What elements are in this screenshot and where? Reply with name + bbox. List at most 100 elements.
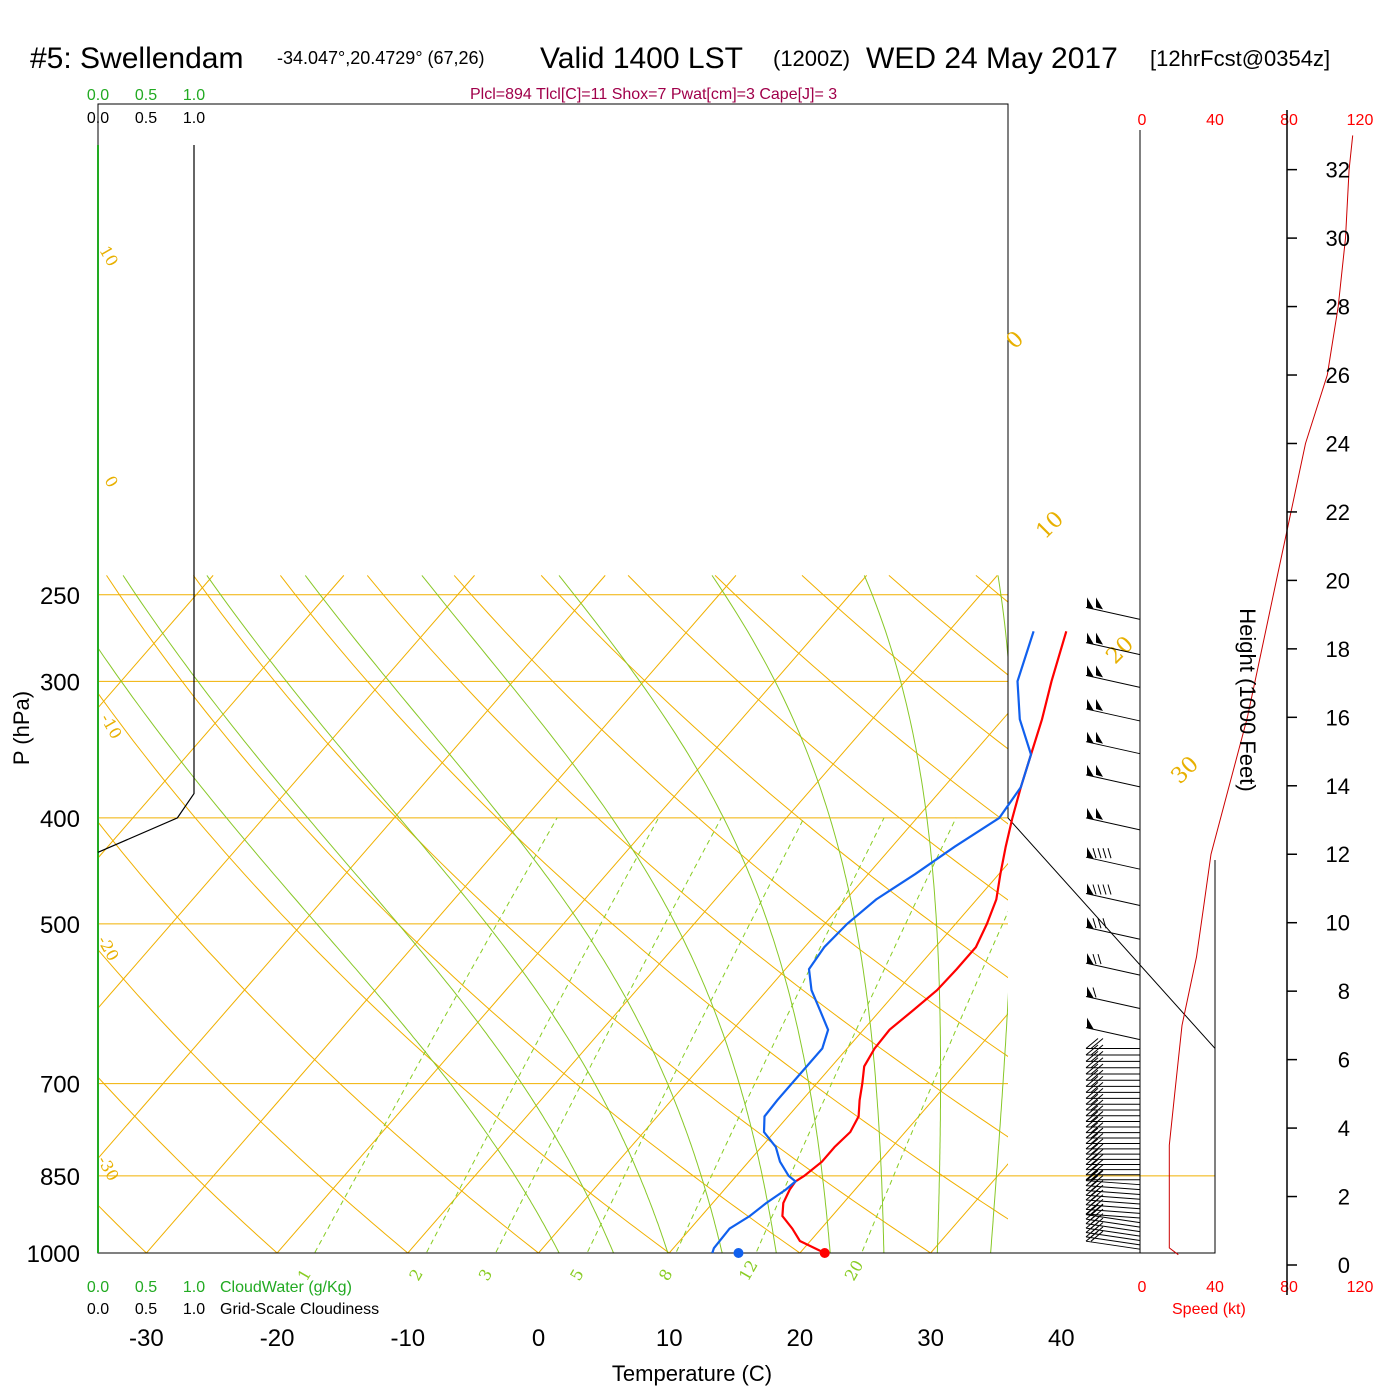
- wind-barb-flag: [1096, 698, 1103, 711]
- pressure-tick-label: 250: [40, 583, 80, 610]
- moist-adiabat-line: [988, 575, 1008, 1253]
- isotherm-line: [98, 575, 475, 1253]
- wind-barb: [1085, 1175, 1141, 1191]
- wind-barb-feather: [1085, 1175, 1099, 1186]
- wind-barb-feather: [1085, 1217, 1099, 1229]
- wind-barb-feather: [1092, 918, 1097, 929]
- wind-barb-flag: [1087, 953, 1094, 966]
- wind-barb-staff: [1085, 926, 1141, 940]
- plot-frame: [97, 103, 1216, 1254]
- mixing-ratio-line: [851, 817, 1008, 1253]
- moist-adiabat-line: [711, 575, 885, 1253]
- mixing-ratio-line: [745, 817, 957, 1253]
- stability-indices: Plcl=894 Tlcl[C]=11 Shox=7 Pwat[cm]=3 Ca…: [470, 86, 837, 103]
- wind-barb-feather: [1085, 1063, 1099, 1075]
- wind-barb-feather: [1102, 884, 1107, 895]
- pressure-tick-label: 850: [40, 1164, 80, 1191]
- cloudiness-tick-bottom: 0.0: [87, 1301, 109, 1318]
- wind-barb: [1085, 807, 1141, 831]
- plot-border: [97, 103, 1216, 1254]
- wind-barb-feather: [1097, 918, 1102, 929]
- wind-barb-feather: [1085, 1230, 1099, 1242]
- isotherm-line: [498, 575, 1008, 1253]
- dry-adiabat-line: [192, 575, 967, 1253]
- dry-adiabat-line: [453, 575, 1008, 1253]
- temperature-profile: [781, 630, 1068, 1254]
- mixing-ratio-line: [483, 817, 722, 1253]
- cloud-water-tick-top: 0.5: [135, 87, 157, 104]
- wind-barb-staff: [1085, 995, 1141, 1009]
- wind-barb: [1085, 986, 1141, 1009]
- moist-adiabat-line: [122, 575, 624, 1253]
- cloud-water-tick-bottom: 0.0: [87, 1279, 109, 1296]
- height-tick-label: 0: [1338, 1253, 1350, 1278]
- wind-barb-feather: [1107, 848, 1112, 859]
- wind-barb: [1085, 1111, 1140, 1122]
- wind-barb-feather: [1090, 1111, 1104, 1122]
- wind-barb-staff: [1085, 856, 1141, 870]
- height-tick-label: 32: [1326, 158, 1350, 183]
- wind-barb: [1085, 1169, 1140, 1181]
- wind-barb-feather: [1085, 1051, 1099, 1062]
- wind-barb-feather: [1090, 1170, 1104, 1182]
- wind-barb-flag: [1087, 698, 1094, 711]
- moist-adiabat-lines: [98, 575, 1008, 1253]
- moist-adiabat-line: [421, 575, 781, 1253]
- dry-adiabat-line: [0, 575, 38, 1276]
- mixing-ratio-label: 8: [655, 1266, 677, 1284]
- wind-speed-label: Speed (kt): [1172, 1301, 1246, 1318]
- height-axis-title: Height (1000 Feet): [1235, 608, 1260, 791]
- wind-barb-feather: [1085, 1075, 1099, 1087]
- wind-barb-feather: [1085, 1122, 1099, 1133]
- wind-barb-feather: [1085, 1143, 1099, 1155]
- pressure-tick-label: 1000: [27, 1241, 80, 1268]
- wind-barb-staff: [1085, 606, 1141, 620]
- wind-barb: [1085, 731, 1141, 755]
- wind-barb-staff: [1085, 1213, 1141, 1219]
- wind-barb-feather: [1085, 1213, 1099, 1225]
- wind-barb-feather: [1085, 1189, 1099, 1201]
- wind-barb-flag: [1087, 883, 1094, 896]
- dry-adiabat-label: 10: [96, 243, 123, 270]
- wind-barb-feather: [1092, 884, 1097, 895]
- wind-barb-staff: [1085, 817, 1141, 831]
- title-station: #5: Swellendam: [30, 42, 243, 75]
- cloud-water-tick-bottom: 0.5: [135, 1279, 157, 1296]
- dry-adiabat-label: 10: [1032, 507, 1069, 544]
- wind-barb-feather: [1085, 1170, 1099, 1182]
- wind-barb-feather: [1090, 1154, 1104, 1165]
- moist-adiabat-line: [863, 575, 942, 1253]
- wind-barb-flag: [1096, 764, 1103, 777]
- isotherm-line: [98, 575, 214, 1253]
- moist-adiabat-line: [304, 575, 728, 1253]
- isotherm-line: [106, 575, 737, 1253]
- wind-barb-flag: [1087, 597, 1094, 610]
- height-tick-label: 26: [1326, 363, 1350, 388]
- wind-barb-feather: [1092, 987, 1097, 998]
- wind-barb-feather: [1090, 1122, 1104, 1133]
- dry-adiabat-line: [366, 575, 1008, 1253]
- cloud-water-tick-bottom: 1.0: [183, 1279, 205, 1296]
- wind-barb-feather: [1085, 1127, 1099, 1139]
- wind-speed-tick-bottom: 120: [1347, 1279, 1374, 1296]
- cloudiness-tick-top: 1.0: [183, 110, 205, 127]
- plot-area: [0, 575, 1008, 1276]
- wind-barb-feather: [1090, 1175, 1104, 1186]
- height-tick-label: 4: [1338, 1116, 1350, 1141]
- moist-adiabat-line: [558, 575, 833, 1253]
- wind-barb-feather: [1092, 848, 1097, 859]
- wind-barb-feather: [1085, 1105, 1099, 1117]
- wind-barb-feather: [1090, 1075, 1104, 1087]
- wind-barb-feather: [1090, 1133, 1104, 1144]
- wind-speed-tick-top: 120: [1347, 112, 1374, 129]
- wind-barb-feather: [1085, 1148, 1099, 1160]
- wind-barb-flag: [1087, 632, 1094, 645]
- wind-speed-tick-bottom: 0: [1138, 1279, 1147, 1296]
- dry-adiabat-line: [714, 575, 1008, 1253]
- height-tick-label: 18: [1326, 637, 1350, 662]
- moist-adiabat-line: [98, 575, 572, 1253]
- dry-adiabat-label: 0: [1002, 327, 1030, 355]
- wind-barb: [1085, 1230, 1141, 1250]
- height-tick-label: 14: [1326, 774, 1350, 799]
- height-tick-label: 28: [1326, 295, 1350, 320]
